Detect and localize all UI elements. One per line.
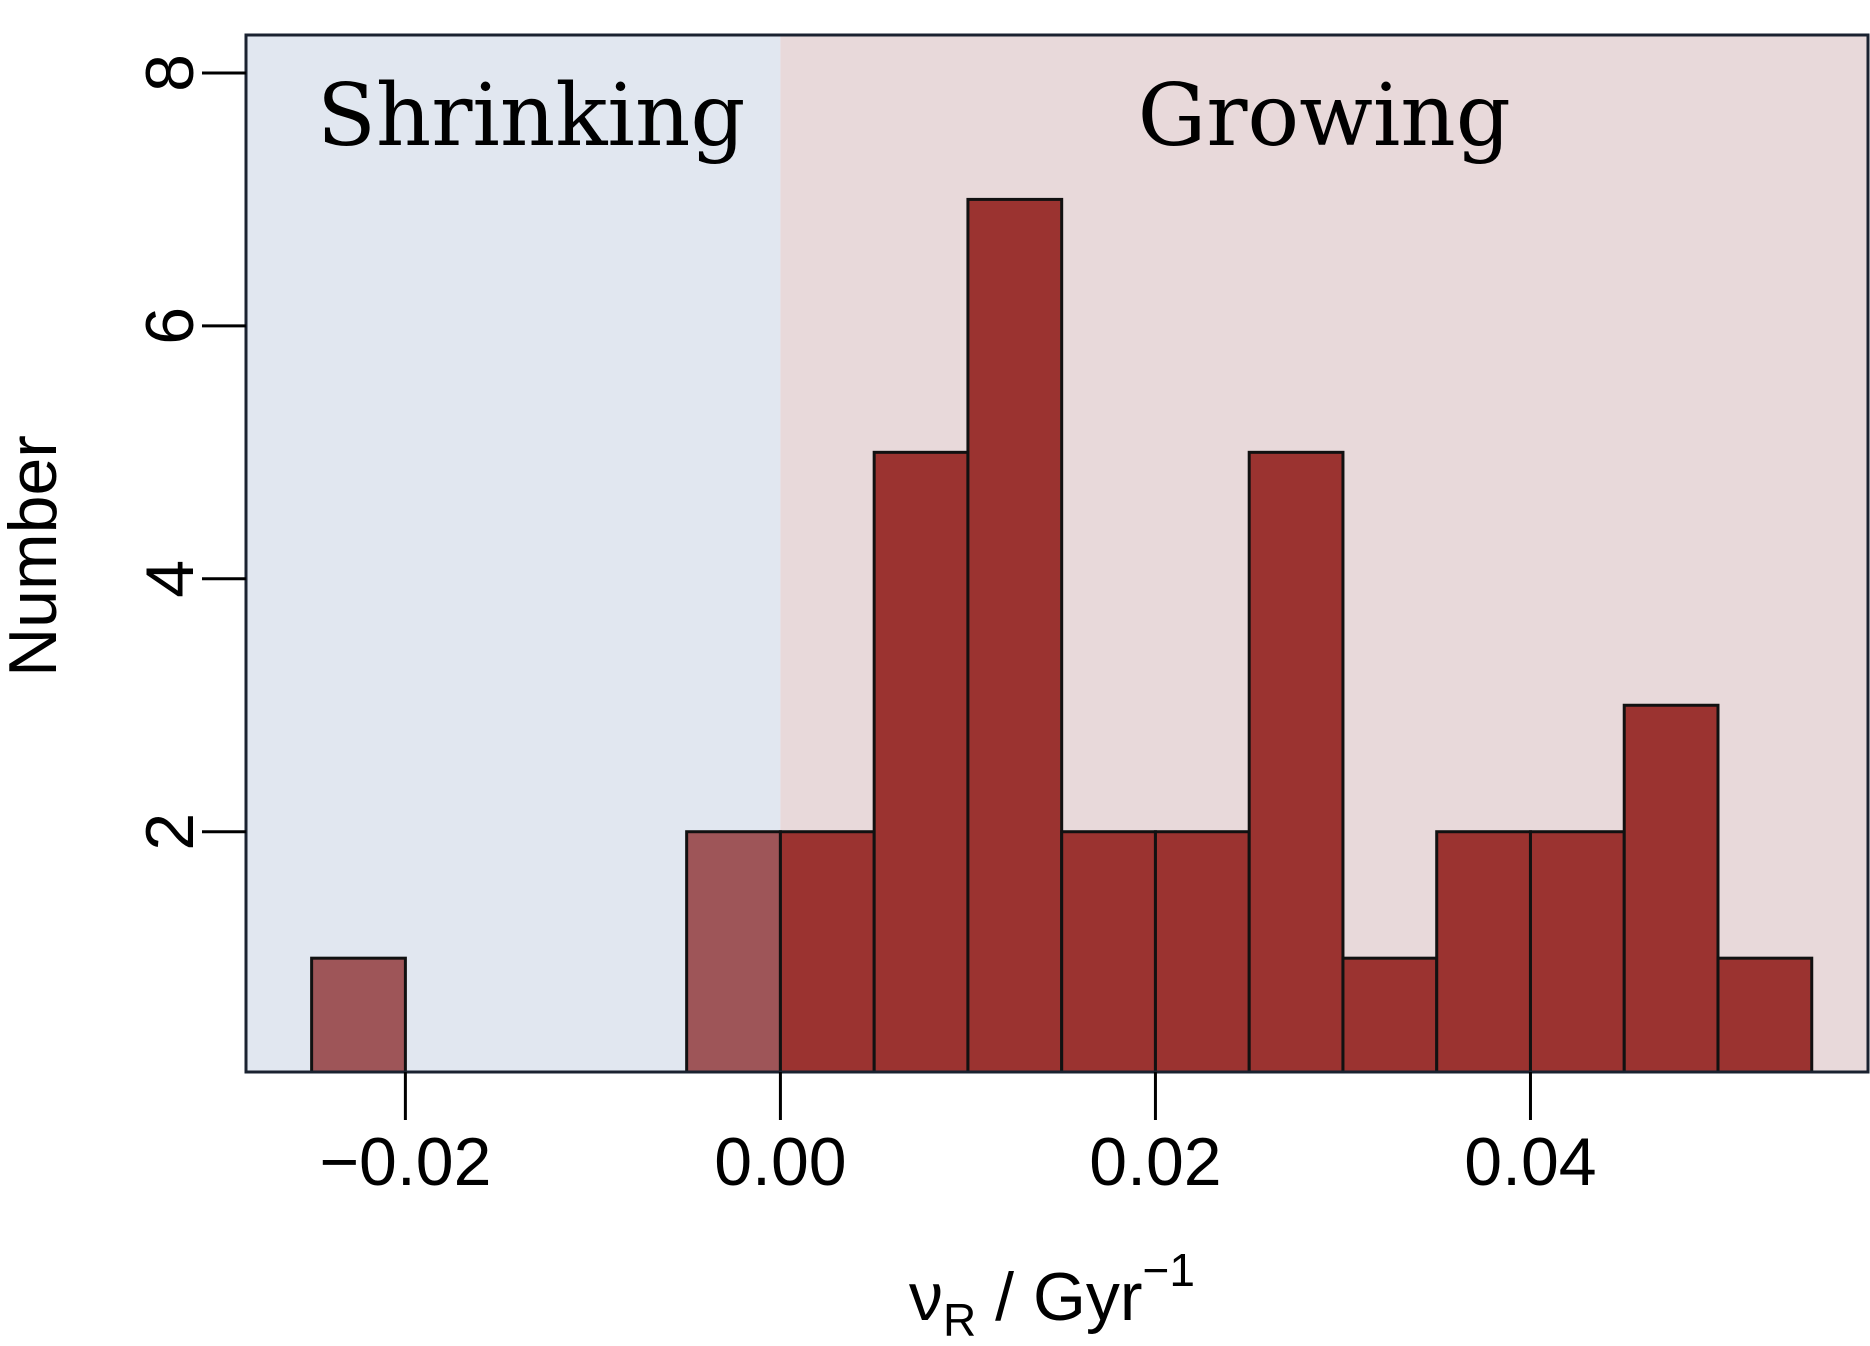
region-label-shrinking: Shrinking (317, 66, 745, 166)
y-axis: 2 4 6 8 (132, 54, 246, 851)
histogram-bar (966, 197, 1064, 1074)
histogram-bar (685, 830, 782, 1074)
plot-frame (244, 33, 1870, 1074)
x-title-subscript: R (943, 1294, 976, 1346)
histogram-bar (778, 830, 876, 1074)
histogram-bar (1060, 830, 1157, 1074)
y-tick-label: 2 (132, 813, 208, 851)
x-tick-label: 0.00 (714, 1124, 846, 1200)
histogram-bar (310, 956, 407, 1074)
y-axis-title: Number (0, 435, 71, 677)
histogram-bars (310, 197, 1814, 1074)
histogram-bar (872, 450, 970, 1074)
region-labels: Shrinking Growing (317, 66, 1511, 166)
x-tick-label: −0.02 (319, 1124, 491, 1200)
y-tick-label: 8 (132, 54, 208, 92)
x-title-symbol: ν (909, 1259, 943, 1335)
x-axis: −0.02 0.00 0.02 0.04 (319, 1072, 1597, 1200)
histogram-bar (1153, 830, 1251, 1074)
histogram-bar (1341, 956, 1439, 1074)
y-tick-label: 4 (132, 560, 208, 598)
x-title-unit: / Gyr (976, 1259, 1142, 1335)
histogram-bar (1622, 703, 1720, 1074)
histogram-bar (1435, 830, 1532, 1074)
x-axis-title: νR / Gyr−1 (909, 1244, 1195, 1346)
histogram-bar (1528, 830, 1626, 1074)
x-tick-label: 0.04 (1464, 1124, 1596, 1200)
histogram-bar (1716, 956, 1814, 1074)
histogram-bar (1247, 450, 1345, 1074)
x-tick-label: 0.02 (1089, 1124, 1221, 1200)
x-title-superscript: −1 (1143, 1244, 1195, 1296)
y-tick-label: 6 (132, 307, 208, 345)
region-label-growing: Growing (1138, 66, 1511, 166)
